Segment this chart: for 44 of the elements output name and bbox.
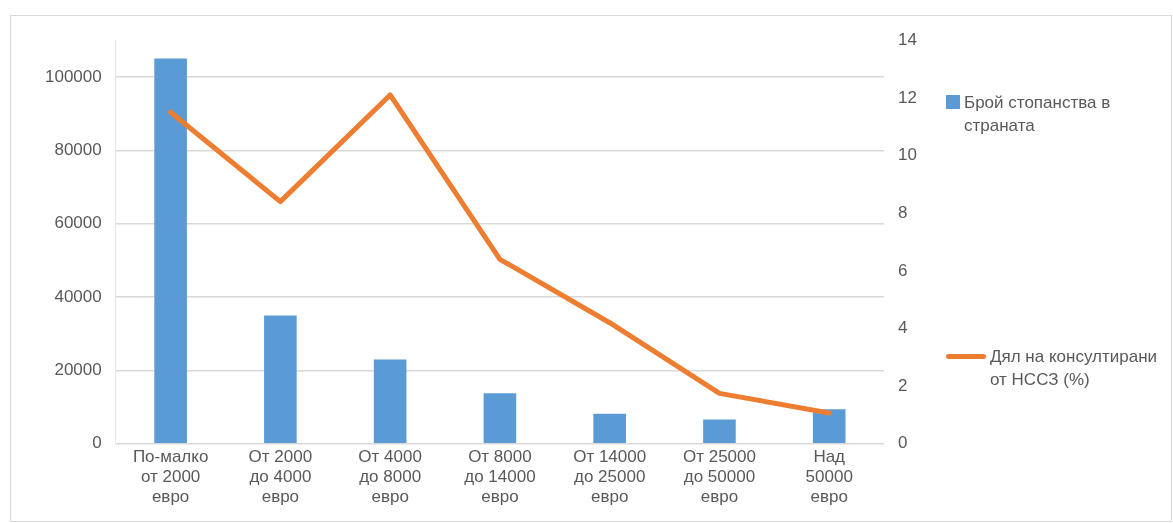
bar [703, 419, 736, 444]
category-label: евро [700, 487, 739, 507]
category-label: евро [261, 487, 300, 507]
category-label: От 8000 [468, 446, 532, 466]
bar [812, 409, 846, 444]
category-label: до 25000 [573, 467, 646, 487]
category-label: От 2000 [248, 446, 313, 466]
category-label: евро [371, 487, 409, 507]
y2-tick-label: 0 [898, 433, 908, 453]
category-label: до 4000 [249, 467, 312, 487]
bar [373, 359, 407, 444]
y-tick-label: 100000 [44, 66, 102, 86]
y-tick-label: 80000 [54, 139, 102, 159]
category-label: От 14000 [573, 446, 647, 466]
y-tick-label: 0 [92, 433, 102, 453]
category-label: евро [151, 487, 190, 507]
legend-label: Дял на консултирани от НССЗ (%) [990, 346, 1159, 391]
category-label: от 2000 [140, 467, 201, 487]
legend-label: Брой стопанства в страната [964, 92, 1112, 137]
category-label: до 14000 [464, 467, 536, 487]
category-label: евро [810, 487, 848, 507]
bar [483, 393, 517, 444]
category-label: От 25000 [682, 446, 756, 466]
y2-tick-label: 2 [898, 375, 908, 395]
bar [593, 413, 626, 444]
y2-tick-label: 12 [898, 87, 918, 107]
y2-tick-label: 10 [898, 145, 918, 165]
bar [154, 58, 187, 444]
y2-tick-label: 14 [898, 29, 918, 49]
y2-tick-label: 6 [898, 260, 908, 280]
y-tick-label: 40000 [54, 286, 102, 306]
category-label: По-малко [132, 446, 209, 466]
y2-tick-label: 4 [898, 318, 908, 338]
category-label: до 8000 [359, 467, 422, 487]
y-tick-label: 60000 [54, 213, 102, 233]
category-label: евро [590, 487, 629, 507]
category-label: 50000 [805, 467, 853, 487]
y2-tick-label: 8 [898, 202, 908, 222]
category-label: От 4000 [358, 446, 422, 466]
category-label: до 50000 [683, 467, 756, 487]
category-label: евро [481, 487, 519, 507]
category-label: Над [813, 446, 846, 466]
bar [264, 315, 297, 444]
y-tick-label: 20000 [54, 360, 102, 380]
